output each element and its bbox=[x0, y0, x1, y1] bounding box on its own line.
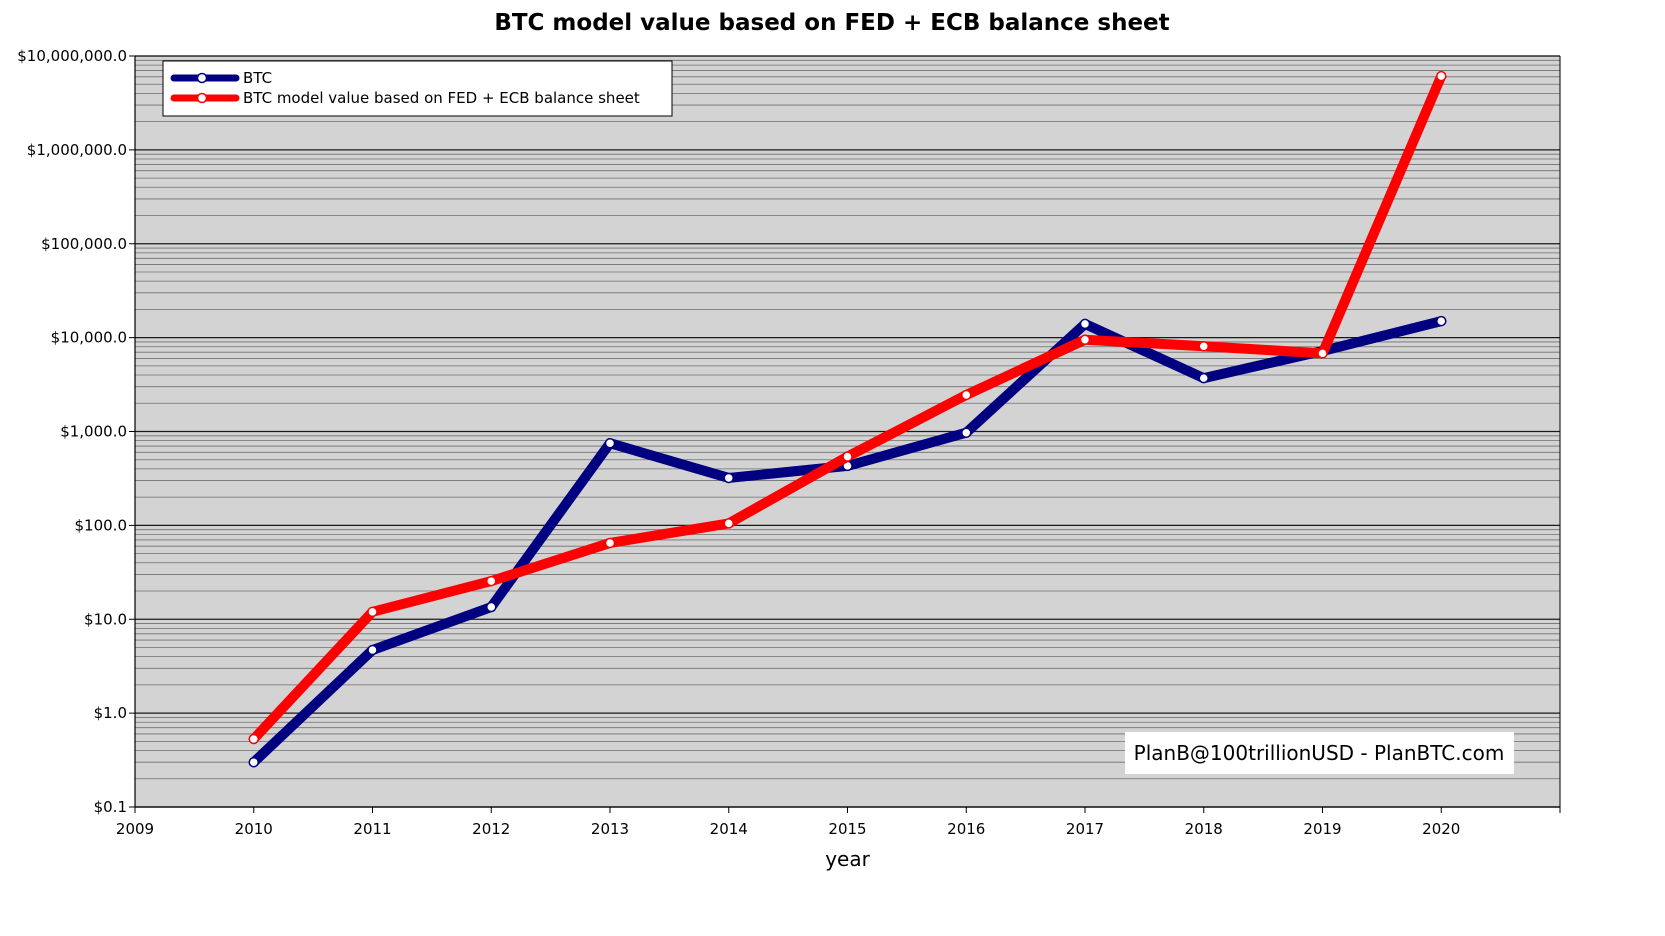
data-point bbox=[1198, 340, 1209, 352]
watermark-label: PlanB@100trillionUSD - PlanBTC.com bbox=[1134, 741, 1505, 765]
x-tick-label: 2010 bbox=[235, 820, 273, 838]
y-tick-label: $0.1 bbox=[94, 798, 127, 816]
data-point bbox=[486, 601, 497, 613]
legend-item: BTC model value based on FED + ECB balan… bbox=[170, 89, 640, 107]
y-tick-label: $1,000,000.0 bbox=[27, 141, 127, 159]
data-point bbox=[723, 518, 734, 529]
y-tick-label: $10,000,000.0 bbox=[17, 47, 127, 65]
y-tick-label: $100.0 bbox=[75, 516, 128, 534]
data-point bbox=[1198, 372, 1209, 384]
x-axis-title: year bbox=[825, 847, 870, 871]
watermark-background bbox=[1125, 732, 1514, 774]
legend-marker bbox=[196, 72, 208, 84]
y-tick-label: $1.0 bbox=[94, 704, 127, 722]
legend-marker bbox=[196, 92, 208, 104]
data-point bbox=[842, 451, 853, 462]
series-1 bbox=[248, 315, 1447, 768]
y-tick-label: $1,000.0 bbox=[60, 423, 127, 441]
data-point bbox=[1079, 334, 1091, 345]
data-point bbox=[604, 537, 616, 549]
x-tick-label: 2015 bbox=[828, 820, 866, 838]
x-tick-label: 2020 bbox=[1422, 820, 1460, 838]
series-2 bbox=[248, 70, 1447, 745]
x-tick-label: 2012 bbox=[472, 820, 510, 838]
data-point bbox=[486, 575, 497, 587]
x-tick-label: 2014 bbox=[710, 820, 748, 838]
data-point bbox=[1317, 348, 1328, 359]
legend-label: BTC bbox=[243, 69, 272, 87]
data-point bbox=[1436, 315, 1447, 327]
data-point bbox=[248, 756, 259, 768]
x-tick-label: 2009 bbox=[116, 820, 154, 838]
data-point bbox=[961, 427, 972, 438]
y-tick-label: $100,000.0 bbox=[41, 235, 127, 253]
watermark-box: PlanB@100trillionUSD - PlanBTC.com bbox=[1125, 732, 1514, 774]
data-point bbox=[248, 733, 259, 745]
x-tick-label: 2013 bbox=[591, 820, 629, 838]
data-point bbox=[367, 644, 378, 656]
series-lines bbox=[248, 70, 1447, 768]
x-tick-label: 2016 bbox=[947, 820, 985, 838]
legend-box bbox=[162, 60, 673, 117]
x-tick-label: 2018 bbox=[1185, 820, 1223, 838]
data-point bbox=[604, 437, 616, 449]
data-point bbox=[723, 472, 734, 484]
legend-label: BTC model value based on FED + ECB balan… bbox=[243, 89, 640, 107]
data-point bbox=[367, 606, 378, 618]
y-tick-label: $10.0 bbox=[84, 610, 127, 628]
x-tick-label: 2019 bbox=[1303, 820, 1341, 838]
axes: $0.1 $1.0 $10.0 $100.0 $1,000.0 $10,000.0 $100… bbox=[17, 47, 1561, 838]
chart-title: BTC model value based on FED + ECB balan… bbox=[494, 10, 1169, 36]
y-tick-label: $10,000.0 bbox=[51, 329, 127, 347]
x-tick-label: 2011 bbox=[353, 820, 391, 838]
legend-item: BTC bbox=[170, 69, 272, 87]
legend: BTC BTC model value based on FED + ECB ba… bbox=[162, 60, 673, 117]
x-tick-label: 2017 bbox=[1066, 820, 1104, 838]
data-point bbox=[1436, 70, 1447, 82]
data-point bbox=[1079, 318, 1091, 330]
data-point bbox=[961, 389, 972, 401]
